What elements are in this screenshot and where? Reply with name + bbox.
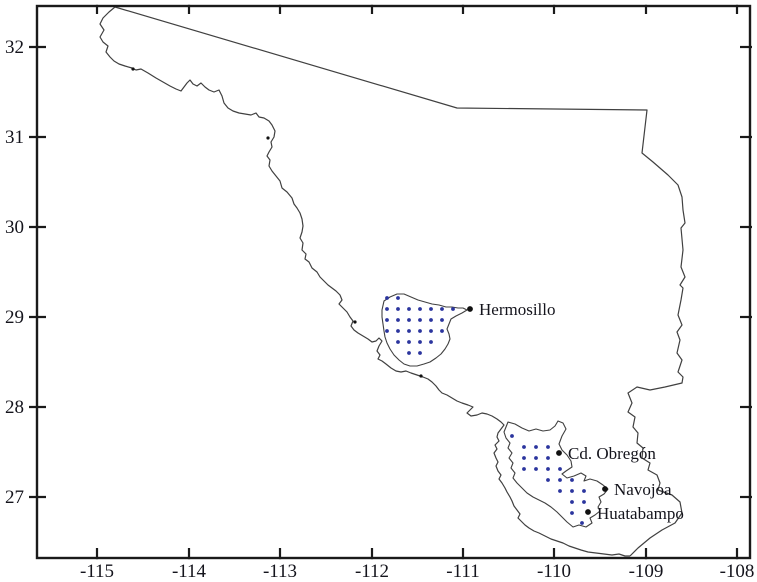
south-area-outline xyxy=(503,420,609,528)
station-dot xyxy=(440,329,444,333)
city-label: Huatabampo xyxy=(597,504,684,523)
x-axis-tick-label: -113 xyxy=(263,561,297,582)
station-dot xyxy=(570,478,574,482)
station-dot xyxy=(385,329,389,333)
hermosillo-area-outline xyxy=(381,293,468,367)
x-axis-tick-label: -112 xyxy=(355,561,389,582)
station-dot xyxy=(396,296,400,300)
station-dot xyxy=(440,318,444,322)
x-axis-tick-label: -114 xyxy=(172,561,207,582)
y-axis-tick-label: 31 xyxy=(5,127,24,148)
station-dot xyxy=(407,340,411,344)
y-axis-tick-label: 29 xyxy=(5,307,24,328)
station-dot xyxy=(570,500,574,504)
station-dot xyxy=(429,307,433,311)
station-dot xyxy=(582,500,586,504)
station-dot xyxy=(534,456,538,460)
station-dot xyxy=(418,340,422,344)
coastal-mark xyxy=(266,136,270,140)
station-dot xyxy=(407,351,411,355)
x-axis-tick-label: -108 xyxy=(720,561,755,582)
station-dot xyxy=(396,318,400,322)
station-dot xyxy=(582,489,586,493)
station-dot xyxy=(429,340,433,344)
y-axis-tick-label: 28 xyxy=(5,397,24,418)
station-dot xyxy=(546,467,550,471)
station-dot xyxy=(418,351,422,355)
station-dot xyxy=(522,467,526,471)
coastal-town-marks xyxy=(131,67,423,378)
station-dot xyxy=(429,329,433,333)
coastal-mark xyxy=(419,374,423,378)
x-axis-tick-label: -111 xyxy=(446,561,479,582)
station-dot xyxy=(534,467,538,471)
station-dot xyxy=(429,318,433,322)
station-dot xyxy=(558,489,562,493)
city-label: Navojoa xyxy=(614,480,672,499)
station-dot xyxy=(570,511,574,515)
coastal-mark xyxy=(353,320,357,324)
station-dot xyxy=(546,456,550,460)
station-dot xyxy=(385,307,389,311)
x-axis-tick-label: -110 xyxy=(537,561,571,582)
city-label: Cd. Obregón xyxy=(568,444,656,463)
station-dot-grid xyxy=(385,296,586,525)
station-dot xyxy=(558,478,562,482)
city-dot xyxy=(602,486,608,492)
station-dot xyxy=(451,307,455,311)
station-dot xyxy=(440,307,444,311)
y-axis-tick-label: 27 xyxy=(5,487,24,508)
station-dot xyxy=(396,307,400,311)
y-axis-tick-label: 30 xyxy=(5,217,24,238)
station-dot xyxy=(522,456,526,460)
station-dot xyxy=(546,478,550,482)
station-dot xyxy=(546,445,550,449)
station-dot xyxy=(407,329,411,333)
station-dot xyxy=(522,445,526,449)
axis-tick-labels: -115 -114 -113 -112 -111 -110 -109 -108 32 31 30 29… xyxy=(5,37,754,582)
y-axis-tick-label: 32 xyxy=(5,37,24,58)
station-dot xyxy=(558,467,562,471)
station-dot xyxy=(385,318,389,322)
x-axis-tick-label: -115 xyxy=(80,561,114,582)
station-dot xyxy=(534,445,538,449)
station-dot xyxy=(396,329,400,333)
station-dot xyxy=(385,296,389,300)
city-label: Hermosillo xyxy=(479,300,556,319)
station-dot xyxy=(418,329,422,333)
city-markers: Hermosillo Cd. Obregón Navojoa Huatabampo xyxy=(467,300,684,523)
city-dot xyxy=(585,509,591,515)
axes-frame xyxy=(35,4,752,560)
station-dot xyxy=(580,521,584,525)
station-dot xyxy=(418,318,422,322)
x-axis-tick-label: -109 xyxy=(629,561,664,582)
city-dot xyxy=(467,306,473,312)
station-dot xyxy=(418,307,422,311)
coastal-mark xyxy=(131,67,135,71)
station-dot xyxy=(407,318,411,322)
state-border-line xyxy=(114,6,686,557)
station-dot xyxy=(396,340,400,344)
city-dot xyxy=(556,450,562,456)
station-dot xyxy=(407,307,411,311)
axis-ticks xyxy=(29,4,752,560)
coastline xyxy=(99,6,630,557)
station-dot xyxy=(510,434,514,438)
station-dot xyxy=(570,489,574,493)
